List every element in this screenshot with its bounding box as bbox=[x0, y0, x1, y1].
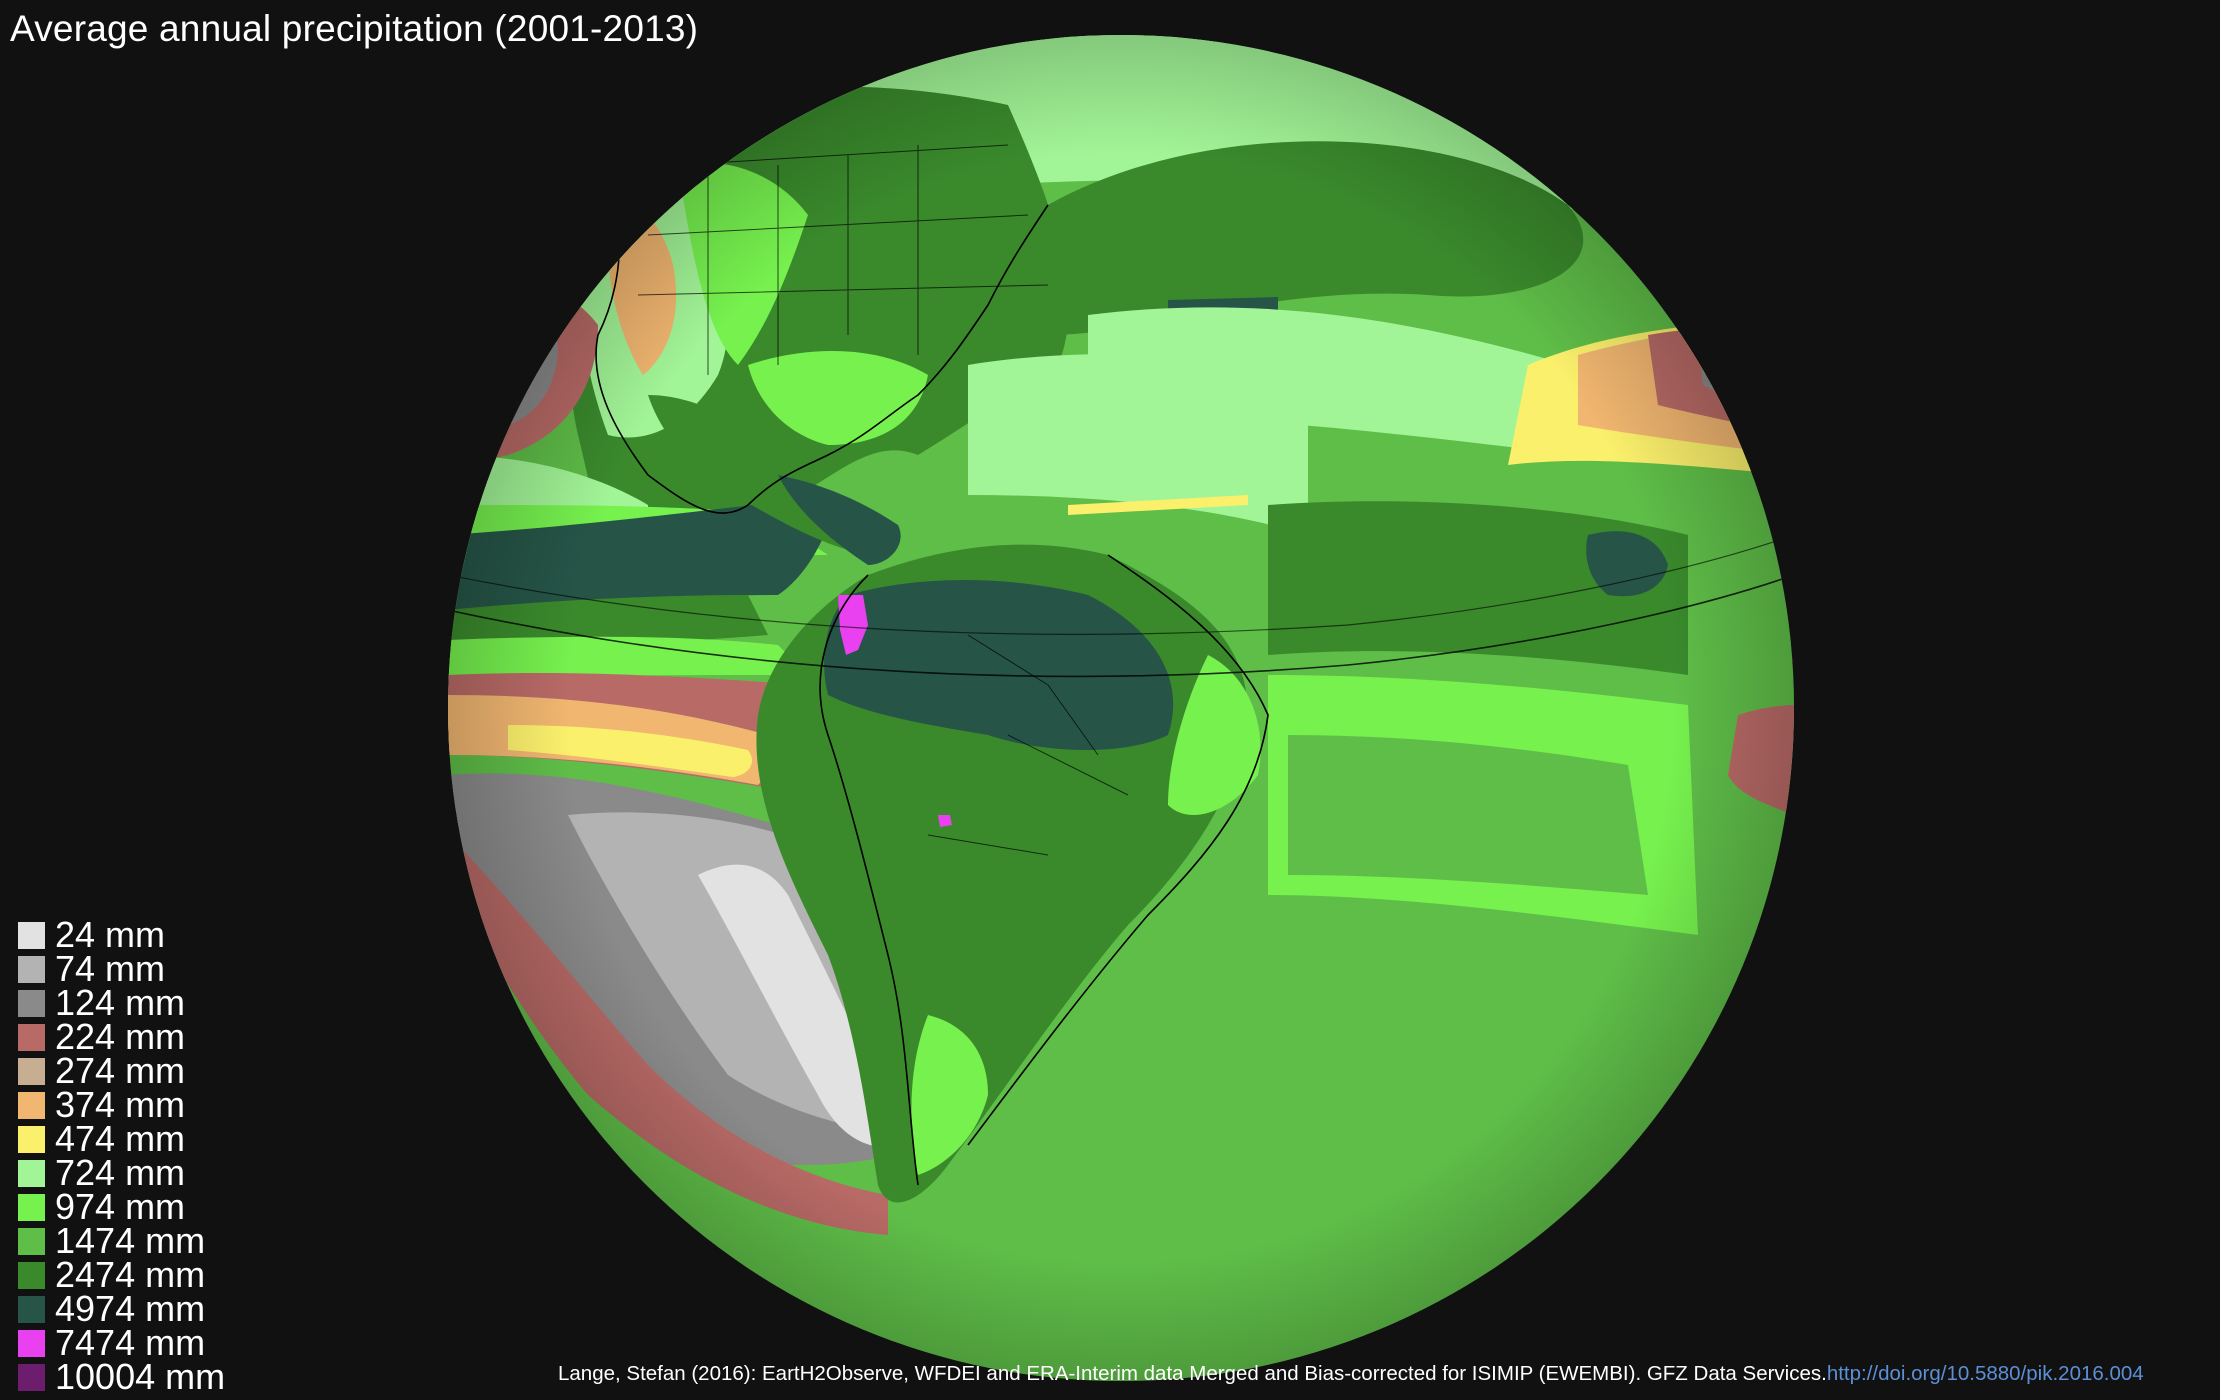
legend-item: 724 mm bbox=[18, 1152, 225, 1193]
map-title: Average annual precipitation (2001-2013) bbox=[10, 8, 699, 49]
legend-item: 7474 mm bbox=[18, 1322, 225, 1363]
legend-label: 4974 mm bbox=[55, 1288, 206, 1329]
legend-item: 10004 mm bbox=[18, 1356, 226, 1397]
credit-link[interactable]: http://doi.org/10.5880/pik.2016.004 bbox=[1826, 1362, 2144, 1385]
legend-swatch bbox=[18, 1261, 45, 1289]
legend-swatch bbox=[18, 955, 45, 983]
legend-item: 374 mm bbox=[18, 1084, 225, 1125]
legend-swatch bbox=[18, 1193, 45, 1221]
precipitation-globe[interactable] bbox=[448, 35, 1794, 1381]
legend-item: 1474 mm bbox=[18, 1220, 225, 1261]
legend-swatch bbox=[18, 989, 45, 1017]
legend-label: 74 mm bbox=[55, 948, 166, 989]
legend-swatch bbox=[18, 1057, 45, 1085]
legend-label: 274 mm bbox=[55, 1050, 186, 1091]
legend-item: 974 mm bbox=[18, 1186, 225, 1227]
legend-swatch bbox=[18, 921, 45, 949]
legend-swatch bbox=[18, 1023, 45, 1051]
legend-label: 224 mm bbox=[55, 1016, 186, 1057]
legend-item: 474 mm bbox=[18, 1118, 225, 1159]
legend-label: 474 mm bbox=[55, 1118, 186, 1159]
legend-swatch bbox=[18, 1227, 45, 1255]
legend-label: 974 mm bbox=[55, 1186, 186, 1227]
legend-label: 10004 mm bbox=[55, 1356, 226, 1397]
legend-label: 124 mm bbox=[55, 982, 186, 1023]
legend-swatch bbox=[18, 1091, 45, 1119]
legend-label: 724 mm bbox=[55, 1152, 186, 1193]
legend-label: 24 mm bbox=[55, 914, 166, 955]
precipitation-legend: 24 mm 74 mm 124 mm 224 mm 274 mm 374 mm 474 mm… bbox=[18, 914, 226, 1397]
legend-label: 7474 mm bbox=[55, 1322, 206, 1363]
legend-label: 2474 mm bbox=[55, 1254, 206, 1295]
legend-item: 4974 mm bbox=[18, 1288, 225, 1329]
legend-swatch bbox=[18, 1363, 45, 1391]
legend-swatch bbox=[18, 1329, 45, 1357]
legend-swatch bbox=[18, 1125, 45, 1153]
legend-swatch bbox=[18, 1295, 45, 1323]
legend-item: 224 mm bbox=[18, 1016, 225, 1057]
legend-label: 1474 mm bbox=[55, 1220, 206, 1261]
legend-item: 74 mm bbox=[18, 948, 225, 989]
globe-limb-shade bbox=[448, 35, 1794, 1381]
legend-label: 374 mm bbox=[55, 1084, 186, 1125]
legend-item: 124 mm bbox=[18, 982, 225, 1023]
legend-swatch bbox=[18, 1159, 45, 1187]
data-credit: Lange, Stefan (2016): EartH2Observe, WFD… bbox=[558, 1362, 2220, 1386]
legend-item: 2474 mm bbox=[18, 1254, 225, 1295]
legend-item: 274 mm bbox=[18, 1050, 225, 1091]
legend-item: 24 mm bbox=[18, 914, 225, 955]
credit-text: Lange, Stefan (2016): EartH2Observe, WFD… bbox=[558, 1362, 1827, 1385]
